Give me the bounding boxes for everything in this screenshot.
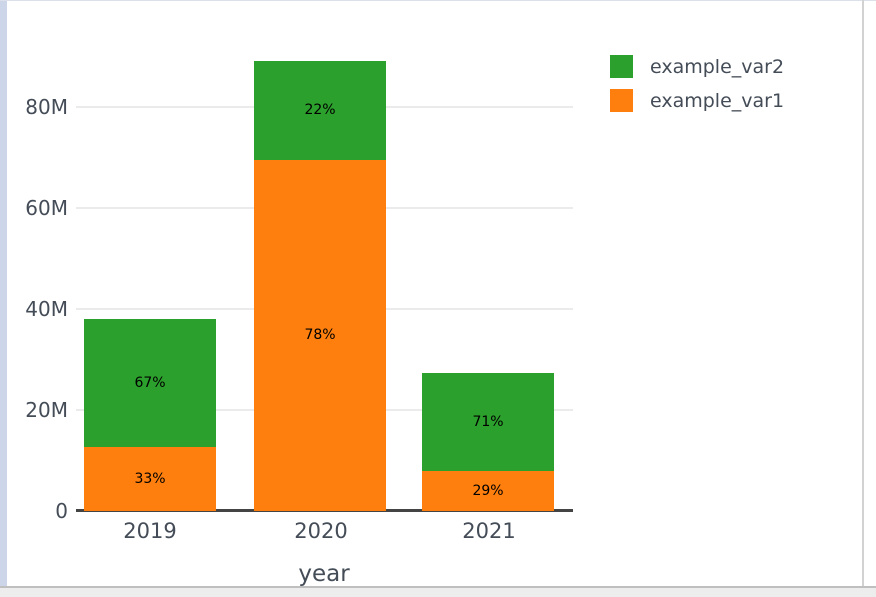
y-tick-label: 20M xyxy=(25,398,68,422)
bar-segment-example_var1-2021: 29% xyxy=(422,471,554,511)
bar-segment-example_var2-2020: 22% xyxy=(254,60,386,160)
window-bottom-band xyxy=(0,588,876,597)
x-axis-title: year xyxy=(298,561,350,587)
bar-segment-percent-label: 29% xyxy=(472,483,504,500)
legend-swatch-green-icon xyxy=(610,55,633,78)
bar-segment-example_var1-2019: 33% xyxy=(84,447,216,511)
x-tick-label: 2021 xyxy=(462,519,516,543)
y-tick-label: 60M xyxy=(25,196,68,220)
legend-label-example-var1: example_var1 xyxy=(650,89,785,112)
bar-segment-percent-label: 71% xyxy=(472,414,504,431)
bar-segment-example_var2-2021: 71% xyxy=(422,373,554,472)
x-tick-label: 2019 xyxy=(123,519,177,543)
bar-segment-percent-label: 67% xyxy=(134,374,166,391)
window-left-edge xyxy=(0,1,7,586)
bar-segment-percent-label: 78% xyxy=(304,327,336,344)
bar-segment-example_var2-2019: 67% xyxy=(84,318,216,448)
legend-label-example-var2: example_var2 xyxy=(650,55,785,78)
y-tick-label: 80M xyxy=(25,95,68,119)
legend: example_var2 example_var1 xyxy=(610,55,784,123)
bar-segment-example_var1-2020: 78% xyxy=(254,159,386,511)
y-tick-label: 40M xyxy=(25,297,68,321)
window-top-border xyxy=(0,0,876,1)
y-tick-label: 0 xyxy=(55,499,68,523)
legend-item-example-var2[interactable]: example_var2 xyxy=(610,55,784,78)
window-bottom-border xyxy=(0,586,876,588)
legend-swatch-orange-icon xyxy=(610,89,633,112)
legend-item-example-var1[interactable]: example_var1 xyxy=(610,89,784,112)
bar-segment-percent-label: 33% xyxy=(134,471,166,488)
window-right-border xyxy=(862,0,864,587)
bar-segment-percent-label: 22% xyxy=(304,102,336,119)
x-tick-label: 2020 xyxy=(294,519,348,543)
